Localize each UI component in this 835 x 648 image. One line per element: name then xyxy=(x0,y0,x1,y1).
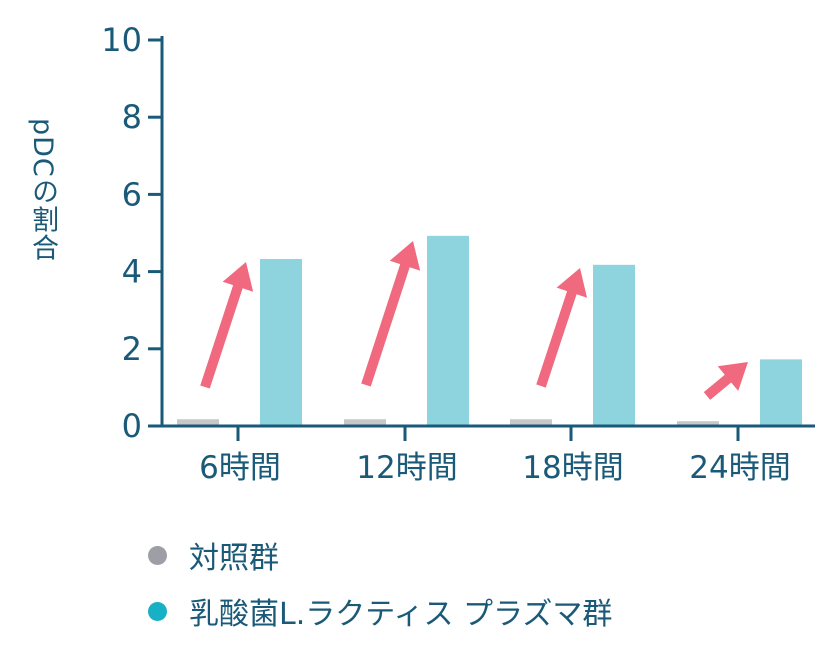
bar-control xyxy=(177,419,219,425)
bar-control xyxy=(344,419,386,425)
y-tick-label: 2 xyxy=(122,330,142,368)
bar-control xyxy=(677,421,719,425)
legend-label: 対照群 xyxy=(189,541,279,576)
x-tick-label: 18時間 xyxy=(522,450,623,486)
increase-arrow-icon xyxy=(536,268,588,388)
x-tick-label: 6時間 xyxy=(199,450,281,486)
axes-group: 0 2 4 6 8 10 6時間 12時間 18時間 24時間 xyxy=(101,21,815,486)
arrows-group xyxy=(200,241,748,400)
legend: 対照群 乳酸菌L.ラクティス プラズマ群 xyxy=(148,527,612,639)
bar-treatment xyxy=(760,359,802,425)
y-tick-label: 0 xyxy=(122,407,142,445)
legend-dot-icon xyxy=(148,601,167,621)
increase-arrow-icon xyxy=(361,241,421,387)
bar-treatment xyxy=(260,259,302,425)
bar-treatment xyxy=(593,264,635,425)
increase-arrow-icon xyxy=(703,362,748,400)
y-tick-label: 8 xyxy=(122,98,142,136)
legend-dot-icon xyxy=(148,545,167,565)
legend-item-control: 対照群 xyxy=(148,527,612,583)
y-tick-label: 10 xyxy=(101,21,142,59)
legend-label: 乳酸菌L.ラクティス プラズマ群 xyxy=(189,597,613,632)
y-tick-label: 4 xyxy=(122,253,142,291)
y-tick-label: 6 xyxy=(122,175,142,213)
x-tick-label: 24時間 xyxy=(689,450,790,486)
bar-chart: 0 2 4 6 8 10 6時間 12時間 18時間 24時間 xyxy=(101,21,815,486)
bar-control xyxy=(510,419,552,425)
x-tick-label: 12時間 xyxy=(356,450,457,486)
bar-treatment xyxy=(427,235,469,425)
y-axis-label: pDCの割合 xyxy=(27,118,58,262)
increase-arrow-icon xyxy=(200,262,254,389)
bars-group xyxy=(177,235,802,425)
legend-item-treatment: 乳酸菌L.ラクティス プラズマ群 xyxy=(148,583,612,639)
